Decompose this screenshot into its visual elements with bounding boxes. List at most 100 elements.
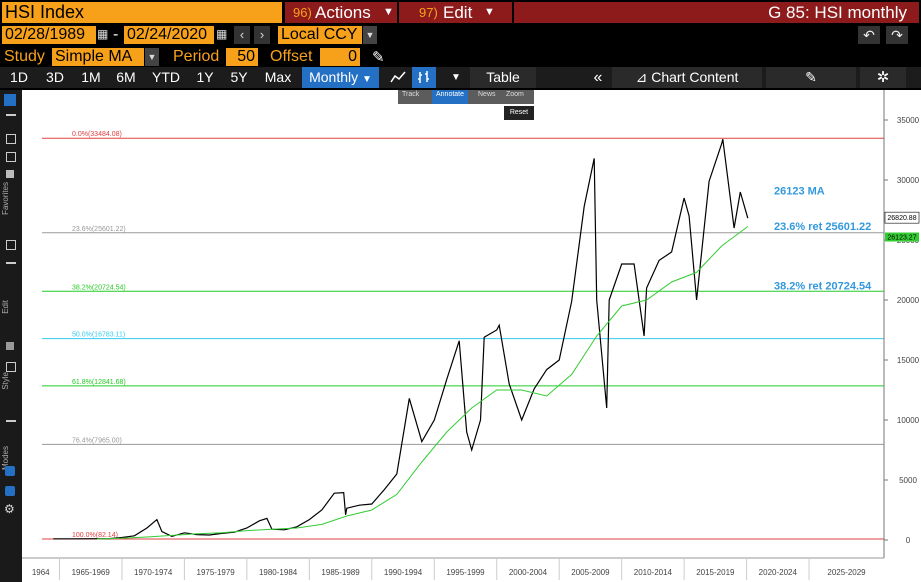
fib-level-label: 23.6%(25601.22) bbox=[72, 226, 126, 233]
mode-alt-icon[interactable] bbox=[5, 486, 15, 496]
study-chevron-down-icon[interactable]: ▼ bbox=[145, 48, 159, 66]
hsi-price-line bbox=[53, 139, 749, 540]
frequency-chevron-down-icon: ▼ bbox=[362, 74, 372, 85]
annotate-button[interactable]: Annotate bbox=[436, 91, 465, 98]
x-tick-label: 1985-1989 bbox=[321, 568, 360, 577]
bar-chart-icon[interactable] bbox=[412, 67, 436, 88]
prev-arrow-icon[interactable]: ‹ bbox=[234, 26, 250, 44]
period-button-5y[interactable]: 5Y bbox=[230, 69, 248, 85]
series-layer bbox=[53, 139, 749, 540]
x-tick-label: 2020-2024 bbox=[759, 568, 798, 577]
reset-label: Reset bbox=[509, 109, 529, 116]
y-tick-label: 30000 bbox=[897, 176, 920, 185]
fib-level-label: 50.0%(16783.11) bbox=[72, 332, 125, 339]
toolbar-divider bbox=[0, 88, 921, 90]
security-input[interactable]: HSI Index bbox=[2, 2, 282, 23]
pencil-icon[interactable]: ✎ bbox=[372, 49, 385, 66]
line-weight-icon[interactable] bbox=[6, 420, 16, 422]
brush-tool-icon[interactable] bbox=[6, 362, 16, 372]
x-tick-label: 1964 bbox=[32, 568, 50, 577]
ma-annotation: 26123 MA bbox=[774, 185, 825, 197]
mode-icon[interactable] bbox=[5, 466, 15, 476]
x-tick-label: 1975-1979 bbox=[197, 568, 236, 577]
study-select[interactable]: Simple MA bbox=[52, 48, 144, 66]
edit-chart-icon[interactable]: ✎ bbox=[766, 67, 856, 88]
period-label: Period bbox=[173, 48, 220, 65]
chart-content-icon: ⊿ bbox=[635, 69, 652, 85]
news-button[interactable]: News bbox=[478, 91, 496, 98]
line-chart-icon[interactable] bbox=[386, 67, 410, 88]
period-button-1y[interactable]: 1Y bbox=[196, 69, 214, 85]
fib-level-label: 38.2%(20724.54) bbox=[72, 284, 126, 291]
rectangle-tool-icon[interactable] bbox=[6, 134, 16, 144]
fib-tool-icon[interactable] bbox=[6, 170, 14, 178]
reset-button[interactable]: Reset bbox=[504, 106, 534, 120]
period-toolbar: 1D 3D 1M 6M YTD 1Y 5Y Max Monthly ▼ ▼ Ta… bbox=[0, 67, 921, 88]
study-bar: Study Simple MA ▼ Period 50 Offset 0 ✎ bbox=[0, 46, 921, 67]
y-tick-label: 10000 bbox=[897, 416, 920, 425]
start-calendar-icon[interactable]: ▦ bbox=[97, 27, 109, 41]
actions-menu[interactable]: 96) Actions ▼ bbox=[285, 2, 397, 23]
end-date-input[interactable]: 02/24/2020 bbox=[124, 26, 214, 44]
edit-chevron-down-icon: ▼ bbox=[484, 6, 495, 18]
frequency-select[interactable]: Monthly ▼ bbox=[302, 67, 379, 88]
start-date-input[interactable]: 02/28/1989 bbox=[2, 26, 96, 44]
text-tool-icon[interactable] bbox=[6, 342, 14, 350]
edit-menu-label: Edit bbox=[443, 3, 473, 22]
edit-side-label: Edit bbox=[1, 300, 10, 314]
window-caption: G 85: HSI monthly bbox=[768, 3, 907, 22]
zoom-button[interactable]: Zoom bbox=[506, 91, 524, 98]
annotation-layer: 26123 MA 23.6% ret 25601.22 38.2% ret 2072… bbox=[774, 185, 920, 292]
x-tick-label: 2025-2029 bbox=[827, 568, 866, 577]
period-button-6m[interactable]: 6M bbox=[116, 69, 136, 85]
shape-tool-icon[interactable] bbox=[6, 240, 16, 250]
period-input[interactable]: 50 bbox=[226, 48, 258, 66]
y-tick-label: 0 bbox=[906, 536, 911, 545]
fib-layer: 0.0%(33484.08) 23.6%(25601.22) 38.2%(20724… bbox=[42, 131, 884, 540]
chart-content-button[interactable]: ⊿ Chart Content bbox=[612, 67, 762, 88]
actions-chevron-down-icon: ▼ bbox=[383, 6, 394, 18]
last-price-tag-box bbox=[884, 211, 920, 224]
axis-layer: 0500010000150002000025000300003500019641… bbox=[22, 90, 920, 580]
actions-menu-number: 96) bbox=[293, 5, 312, 20]
redo-icon[interactable]: ↷ bbox=[886, 26, 908, 44]
cursor-tool-icon[interactable] bbox=[4, 94, 16, 106]
fib-level-label: 61.8%(12841.68) bbox=[72, 379, 126, 386]
collapse-double-chevron-icon[interactable]: « bbox=[593, 69, 603, 86]
settings-gear-icon[interactable]: ✲ bbox=[860, 67, 906, 88]
fib-level-label: 76.4%(7965.00) bbox=[72, 437, 122, 444]
next-arrow-icon[interactable]: › bbox=[254, 26, 270, 44]
ret-38-annotation: 38.2% ret 20724.54 bbox=[774, 280, 872, 292]
date-range-bar: 02/28/1989 ▦ - 02/24/2020 ▦ ‹ › Local CC… bbox=[0, 25, 921, 46]
chart-overlay-toolbar: Track Annotate News Zoom bbox=[398, 90, 534, 104]
tool-settings-gear-icon[interactable]: ⚙ bbox=[4, 502, 15, 516]
period-button-3d[interactable]: 3D bbox=[46, 69, 64, 85]
x-tick-label: 2015-2019 bbox=[696, 568, 735, 577]
line-tool-icon[interactable] bbox=[6, 114, 16, 116]
currency-select[interactable]: Local CCY bbox=[278, 26, 362, 44]
currency-chevron-down-icon[interactable]: ▼ bbox=[363, 26, 377, 44]
table-button[interactable]: Table bbox=[470, 67, 536, 88]
undo-icon[interactable]: ↶ bbox=[858, 26, 880, 44]
end-calendar-icon[interactable]: ▦ bbox=[216, 27, 228, 41]
period-button-1m[interactable]: 1M bbox=[81, 69, 101, 85]
period-button-max[interactable]: Max bbox=[264, 69, 292, 85]
track-button[interactable]: Track bbox=[402, 91, 420, 98]
chart-content-label: Chart Content bbox=[651, 69, 739, 85]
offset-input[interactable]: 0 bbox=[320, 48, 360, 66]
offset-label: Offset bbox=[270, 48, 313, 65]
last-price-tag-label: 26820.88 bbox=[887, 215, 916, 222]
frequency-label: Monthly bbox=[309, 69, 359, 85]
channel-tool-icon[interactable] bbox=[6, 152, 16, 162]
chart-style-chevron-down-icon[interactable]: ▼ bbox=[451, 72, 461, 83]
hline-tool-icon[interactable] bbox=[6, 262, 16, 264]
drawing-tools-column: Favorites Edit Style Modes ⚙ bbox=[0, 90, 22, 582]
ma-tag-box bbox=[885, 232, 919, 242]
x-tick-label: 1990-1994 bbox=[384, 568, 423, 577]
period-button-ytd[interactable]: YTD bbox=[152, 69, 180, 85]
caption-bar: G 85: HSI monthly bbox=[514, 2, 919, 23]
x-tick-label: 1995-1999 bbox=[446, 568, 485, 577]
x-tick-label: 2000-2004 bbox=[509, 568, 548, 577]
period-button-1d[interactable]: 1D bbox=[10, 69, 28, 85]
edit-menu[interactable]: 97) Edit ▼ bbox=[399, 2, 512, 23]
